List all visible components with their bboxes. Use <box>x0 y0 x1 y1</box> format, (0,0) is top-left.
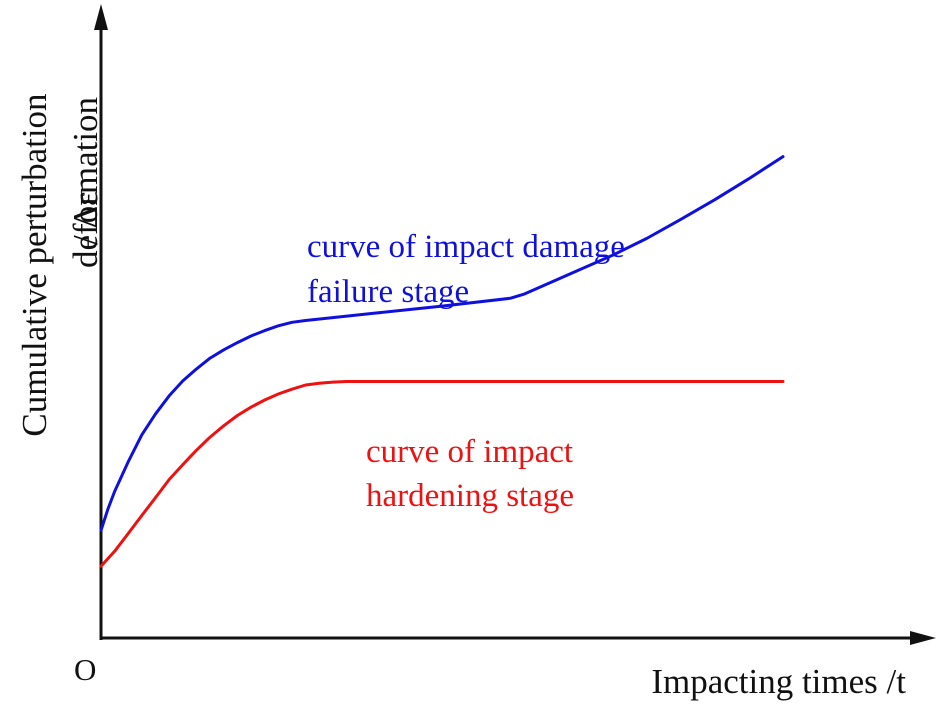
damage-curve-label-line1: curve of impact damage <box>307 229 625 265</box>
y-axis-label-line2: deformation <box>66 97 105 268</box>
origin-label: O <box>74 652 96 687</box>
damage-curve-label-line2: failure stage <box>307 274 469 310</box>
x-axis-label: Impacting times /t <box>651 662 906 701</box>
y-axis-symbol: / Δε <box>66 191 105 245</box>
series-line-hardening <box>99 380 785 568</box>
hardening-curve-label-line2: hardening stage <box>366 478 574 514</box>
series-line-damage-failure <box>99 155 785 532</box>
x-axis-arrow <box>910 631 936 645</box>
y-axis-label-line1: Cumulative perturbation <box>15 93 54 436</box>
hardening-curve-label-line1: curve of impact <box>366 434 573 470</box>
y-axis-arrow <box>94 4 108 30</box>
